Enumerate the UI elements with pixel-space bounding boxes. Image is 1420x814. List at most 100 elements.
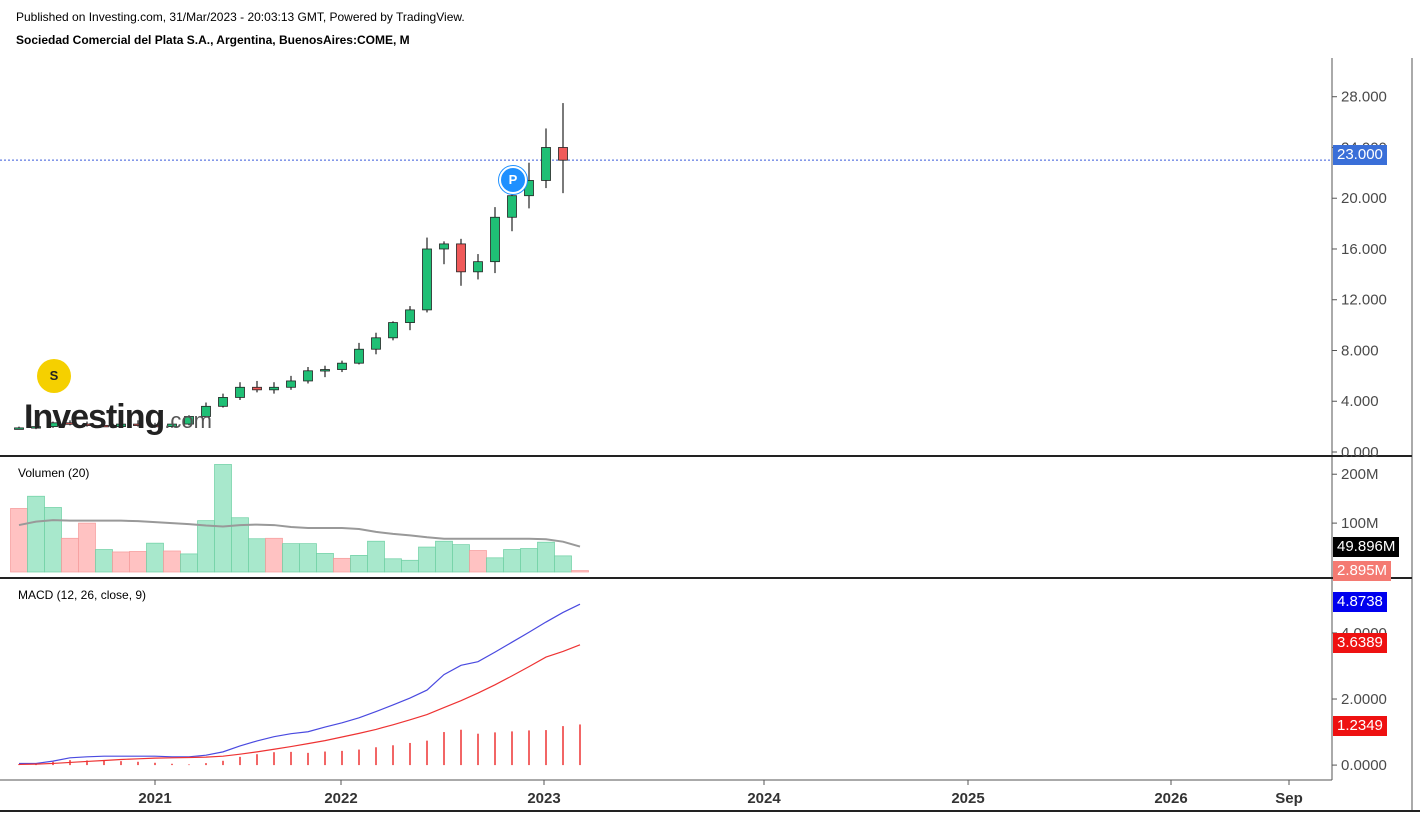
volume-bar bbox=[129, 551, 147, 573]
candle-body bbox=[48, 422, 58, 428]
price-axis-label: 28.000 bbox=[1341, 89, 1387, 106]
volume-bar bbox=[282, 543, 300, 573]
candle-body bbox=[524, 180, 534, 197]
last-price-badge: 23.000 bbox=[1333, 145, 1387, 165]
volume-bar bbox=[452, 544, 470, 573]
candle-body bbox=[65, 422, 75, 425]
volume-bar bbox=[10, 508, 28, 573]
candle-body bbox=[218, 397, 228, 407]
split-marker-icon[interactable]: S bbox=[37, 359, 71, 393]
volume-bar bbox=[299, 543, 317, 573]
volume-bar bbox=[435, 540, 453, 573]
candle-body bbox=[558, 147, 568, 161]
volume-pane-title: Volumen (20) bbox=[18, 466, 90, 480]
price-axis-label: 4.000 bbox=[1341, 393, 1379, 410]
volume-bar bbox=[180, 553, 198, 573]
volume-bar bbox=[333, 557, 351, 573]
candle-body bbox=[99, 424, 109, 428]
candle-body bbox=[490, 216, 500, 263]
volume-bar bbox=[554, 555, 572, 573]
candle-body bbox=[133, 423, 143, 426]
price-axis-label: 0.000 bbox=[1341, 444, 1379, 461]
candle-body bbox=[473, 261, 483, 273]
candle-body bbox=[286, 380, 296, 388]
volume-bar bbox=[367, 540, 385, 573]
volume-bar bbox=[95, 549, 113, 573]
time-axis-label: 2021 bbox=[138, 790, 171, 807]
candle-body bbox=[507, 195, 517, 218]
pivot-marker-icon[interactable]: P bbox=[499, 166, 527, 194]
candle-body bbox=[31, 426, 41, 429]
signal-line bbox=[18, 644, 581, 766]
volume-bar bbox=[146, 542, 164, 573]
volume-bar bbox=[571, 570, 589, 573]
volume-bar bbox=[384, 558, 402, 573]
volume-axis-label: 100M bbox=[1341, 515, 1379, 532]
published-note: Published on Investing.com, 31/Mar/2023 … bbox=[16, 10, 465, 24]
candle-body bbox=[167, 423, 177, 428]
candle-body bbox=[184, 416, 194, 425]
volume-bar bbox=[61, 537, 79, 573]
macd-pane-title: MACD (12, 26, close, 9) bbox=[18, 588, 147, 602]
volume-ma-line bbox=[18, 519, 581, 548]
candle-body bbox=[201, 405, 211, 417]
time-axis-label: 2026 bbox=[1154, 790, 1187, 807]
volume-last-badge: 2.895M bbox=[1333, 561, 1392, 581]
volume-axis-label: 200M bbox=[1341, 466, 1379, 483]
candle-body bbox=[371, 337, 381, 350]
volume-bar bbox=[537, 541, 555, 573]
volume-bar bbox=[44, 507, 62, 573]
price-axis-label: 20.000 bbox=[1341, 190, 1387, 207]
volume-bar bbox=[214, 464, 232, 573]
volume-bar bbox=[503, 549, 521, 573]
candle-body bbox=[405, 309, 415, 323]
candle-body bbox=[116, 423, 126, 428]
hist-value-badge: 1.2349 bbox=[1333, 716, 1387, 736]
volume-bar bbox=[418, 546, 436, 573]
volume-bar bbox=[486, 557, 504, 573]
price-axis-label: 12.000 bbox=[1341, 292, 1387, 309]
volume-bar bbox=[248, 538, 266, 573]
volume-ma-badge: 49.896M bbox=[1333, 537, 1400, 557]
candle-body bbox=[252, 386, 262, 391]
macd-axis-label: 2.0000 bbox=[1341, 691, 1387, 708]
time-axis-label: Sep bbox=[1275, 790, 1303, 807]
candle-body bbox=[14, 427, 24, 430]
volume-bar bbox=[197, 520, 215, 573]
candle-body bbox=[388, 322, 398, 339]
candle-body bbox=[337, 362, 347, 370]
candle-body bbox=[303, 370, 313, 382]
volume-bar bbox=[520, 548, 538, 573]
volume-bar bbox=[265, 537, 283, 573]
macd-value-badge: 4.8738 bbox=[1333, 592, 1387, 612]
volume-bar bbox=[350, 555, 368, 573]
volume-bar bbox=[78, 522, 96, 573]
volume-bar bbox=[401, 559, 419, 573]
volume-bar bbox=[27, 495, 45, 573]
volume-bar bbox=[112, 551, 130, 573]
candle-body bbox=[456, 243, 466, 273]
candle-body bbox=[82, 423, 92, 426]
candle-body bbox=[269, 386, 279, 391]
time-axis-label: 2024 bbox=[747, 790, 781, 807]
time-axis-label: 2025 bbox=[951, 790, 984, 807]
price-axis-label: 16.000 bbox=[1341, 241, 1387, 258]
candle-body bbox=[422, 248, 432, 311]
candle-body bbox=[320, 369, 330, 372]
volume-bar bbox=[469, 550, 487, 573]
candle-body bbox=[541, 147, 551, 181]
macd-line bbox=[19, 603, 581, 765]
candle-body bbox=[235, 386, 245, 398]
candle-body bbox=[439, 243, 449, 250]
signal-value-badge: 3.6389 bbox=[1333, 633, 1387, 653]
investing-logo: Investing.com bbox=[24, 398, 212, 436]
time-axis-label: 2022 bbox=[324, 790, 357, 807]
candle-body bbox=[354, 348, 364, 364]
volume-bar bbox=[316, 553, 334, 573]
macd-axis-label: 0.0000 bbox=[1341, 757, 1387, 774]
price-axis-label: 8.000 bbox=[1341, 342, 1379, 359]
time-axis-label: 2023 bbox=[527, 790, 560, 807]
volume-bar bbox=[163, 550, 181, 573]
candle-body bbox=[150, 424, 160, 428]
